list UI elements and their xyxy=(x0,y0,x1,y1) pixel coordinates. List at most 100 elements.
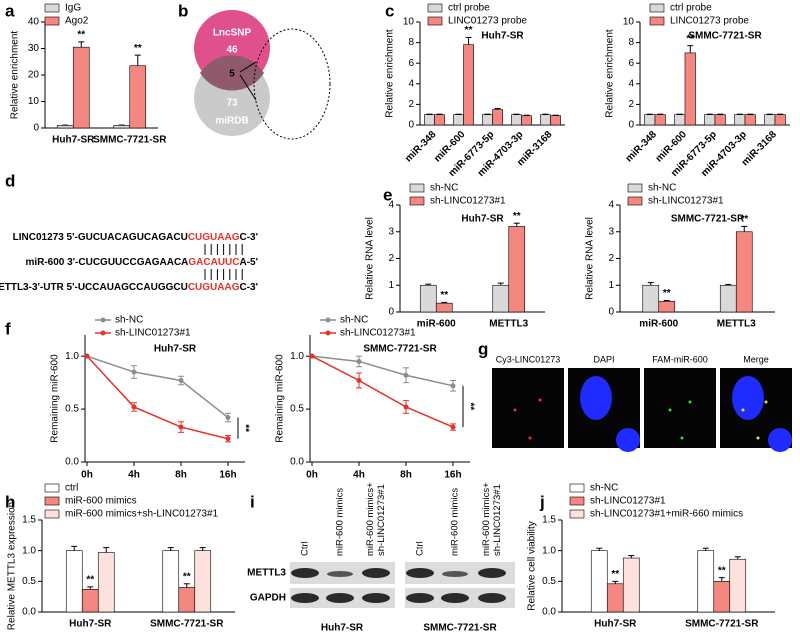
bar xyxy=(697,550,715,613)
subtitle: SMMC-7721-SR xyxy=(671,214,745,225)
blot: Huh7-SR Ctrl miR-600 mimics miR-600 mimics+… xyxy=(247,482,515,634)
significance: ** xyxy=(86,574,94,585)
bar xyxy=(622,557,640,613)
legend-label: ctrl xyxy=(65,483,78,494)
image-panel xyxy=(644,368,716,448)
bar xyxy=(590,550,608,613)
y-axis-label: Relative enrichment xyxy=(605,29,616,118)
band xyxy=(291,568,319,578)
y-tick-label: 0 xyxy=(628,120,634,131)
significance: ** xyxy=(465,25,473,36)
x-tick-label: 0h xyxy=(306,470,318,481)
significance: ** xyxy=(77,30,85,41)
legend-swatch xyxy=(427,16,443,26)
legend-swatch xyxy=(44,3,60,13)
seed-site: GACAUUC xyxy=(188,257,239,268)
bar xyxy=(729,558,747,613)
bar xyxy=(453,114,464,126)
error-bar xyxy=(436,113,443,115)
y-tick-label: 0 xyxy=(388,307,394,318)
error-bar xyxy=(441,301,448,304)
y-tick-label: 0.5 xyxy=(290,404,304,415)
image-panel xyxy=(492,368,564,448)
y-tick-label: 0.5 xyxy=(542,576,556,587)
error-bar xyxy=(426,113,433,115)
sequence: miR-600 3'-CUCGUUCCGAGAACAGACAUUCA-5' xyxy=(25,257,258,268)
bar xyxy=(734,114,746,126)
error-bar xyxy=(513,113,520,115)
bar xyxy=(113,125,131,129)
y-axis-label: Relative enrichment xyxy=(10,31,21,120)
x-tick-label: METTL3 xyxy=(717,319,756,330)
point xyxy=(178,424,184,430)
band xyxy=(362,593,390,603)
band xyxy=(406,593,434,603)
legend-marker xyxy=(325,317,331,323)
y-tick-label: 0.5 xyxy=(22,576,36,587)
y-axis-label: Relative RNA level xyxy=(585,217,596,300)
venn-callout xyxy=(253,28,331,140)
sequence: METTL3-3'-UTR 5'-UCCAUAGCCAUGGCUCUGUAAGC… xyxy=(0,282,258,293)
legend-label: LINC01273 probe xyxy=(670,16,749,27)
x-tick-label: METTL3 xyxy=(489,319,528,330)
band xyxy=(478,568,506,578)
y-tick-label: 4 xyxy=(388,200,394,211)
y-tick-label: 10 xyxy=(403,17,415,28)
bar xyxy=(606,583,624,613)
bar xyxy=(129,65,147,129)
error-bar xyxy=(71,545,78,551)
y-axis-label: Relative enrichment xyxy=(385,29,396,118)
line xyxy=(86,355,229,419)
y-tick-label: 1.0 xyxy=(290,351,304,362)
y-tick-label: 0.5 xyxy=(65,404,79,415)
signal xyxy=(764,400,768,404)
sequence-block: LINC01273 5'-GUCUACAGUCAGACUCUGUAAGC-3'm… xyxy=(0,232,258,293)
legend-label: sh-LINC01273#1 xyxy=(590,496,666,507)
nucleus xyxy=(616,428,640,452)
nucleus xyxy=(768,428,792,452)
y-tick-label: 1.5 xyxy=(22,515,36,526)
point xyxy=(225,436,231,442)
bar xyxy=(65,550,83,613)
lane-label: miR-600 mimics xyxy=(335,488,346,556)
significance: ** xyxy=(440,290,448,301)
line xyxy=(311,355,454,387)
bar xyxy=(72,46,90,129)
legend-label: sh-NC xyxy=(590,483,618,494)
lane-label: miR-600 mimics+ xyxy=(481,482,492,556)
bar xyxy=(194,550,212,613)
y-tick-label: 0 xyxy=(608,307,614,318)
error-bar xyxy=(596,547,603,551)
legend-swatch xyxy=(427,3,443,13)
y-tick-label: 4 xyxy=(628,78,634,89)
image-label: Cy3-LINC01273 xyxy=(496,354,561,364)
bar xyxy=(463,44,474,126)
error-bar xyxy=(465,36,472,45)
y-tick-label: 3 xyxy=(388,226,394,237)
significance: ** xyxy=(239,424,250,432)
y-tick-label: 0 xyxy=(408,120,414,131)
bar xyxy=(764,114,776,126)
y-tick-label: 1.0 xyxy=(542,545,556,556)
legend-label: miR-600 mimics+sh-LINC01273#1 xyxy=(65,509,219,520)
significance: ** xyxy=(686,33,694,44)
error-bar xyxy=(167,547,174,551)
subtitle: Huh7-SR xyxy=(461,214,504,225)
y-tick-label: 40 xyxy=(28,17,40,28)
subtitle: Huh7-SR xyxy=(481,31,524,42)
error-bar xyxy=(497,282,504,286)
legend-marker xyxy=(100,330,106,336)
signal xyxy=(741,408,745,412)
error-bar xyxy=(552,114,559,116)
x-tick-label: 8h xyxy=(175,470,187,481)
x-tick-label: 16h xyxy=(444,470,461,481)
group-label: Huh7-SR xyxy=(321,623,364,634)
line xyxy=(311,355,454,428)
y-axis-label: Relative cell viability xyxy=(527,521,538,610)
error-bar xyxy=(425,283,432,286)
legend-label: sh-LINC01273#1 xyxy=(430,196,506,207)
error-bar xyxy=(513,222,520,227)
x-tick-label: miR-600 xyxy=(639,319,678,330)
y-tick-label: 0.0 xyxy=(290,457,304,468)
